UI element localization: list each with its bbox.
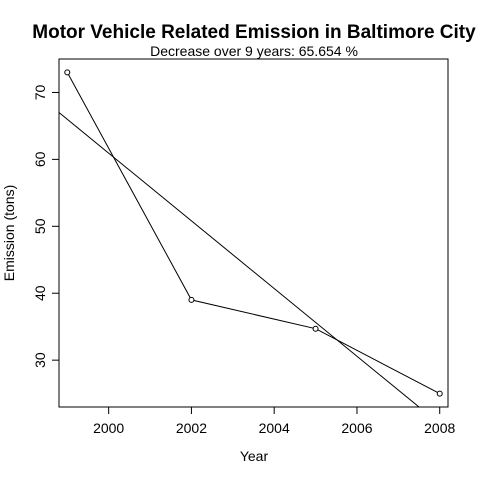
x-axis-label: Year [240, 448, 269, 464]
y-tick-label: 60 [32, 151, 48, 167]
data-point [64, 69, 71, 76]
y-axis-label: Emission (tons) [1, 185, 17, 281]
y-axis: 30 40 50 60 70 [32, 84, 59, 368]
y-tick-label: 70 [32, 84, 48, 100]
y-tick-label: 30 [32, 352, 48, 368]
trend-line [59, 112, 420, 407]
y-tick-label: 50 [32, 218, 48, 234]
plot-frame [58, 58, 449, 408]
data-point [312, 325, 319, 332]
series-line [66, 72, 440, 395]
x-tick-label: 2004 [259, 420, 290, 436]
data-point [188, 296, 195, 303]
y-tick-label: 40 [32, 285, 48, 301]
x-tick-label: 2008 [424, 420, 455, 436]
chart-subtitle: Decrease over 9 years: 65.654 % [150, 43, 358, 59]
data-point [436, 390, 443, 397]
x-tick-label: 2006 [341, 420, 372, 436]
x-tick-label: 2000 [93, 420, 124, 436]
x-tick-label: 2002 [176, 420, 207, 436]
plot-area [59, 69, 443, 407]
x-axis: 2000 2002 2004 2006 2008 [93, 407, 456, 436]
chart-title: Motor Vehicle Related Emission in Baltim… [32, 22, 476, 43]
